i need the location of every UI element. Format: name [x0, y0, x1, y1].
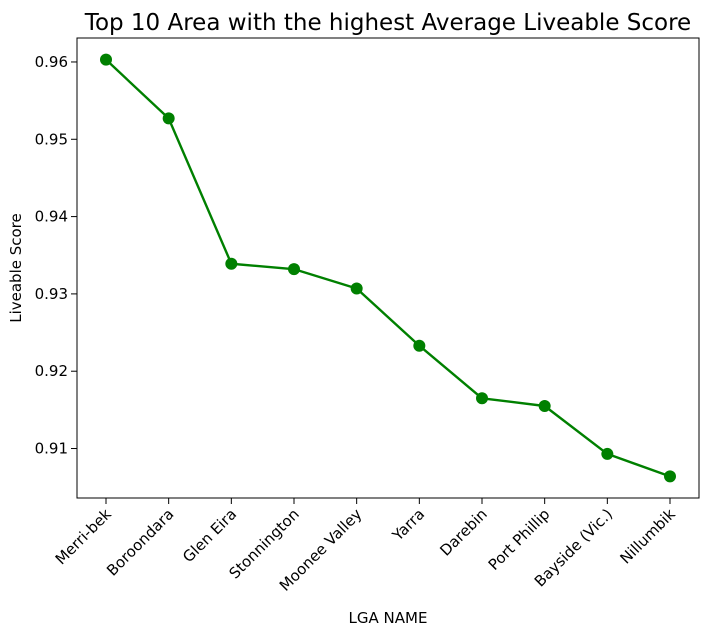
data-point: [538, 400, 551, 412]
data-point: [476, 392, 488, 405]
data-point: [664, 470, 676, 483]
data-point: [350, 282, 363, 295]
y-tick-label: 0.92: [35, 362, 68, 380]
data-point: [601, 447, 614, 460]
x-tick-label: Merri-bek: [52, 505, 115, 568]
x-tick-label: Nillumbik: [616, 505, 679, 568]
data-point: [100, 53, 112, 66]
y-axis: 0.91 0.92 0.93 0.94 0.95 0.96: [35, 53, 77, 458]
y-axis-label: Liveable Score: [7, 213, 25, 323]
data-point: [162, 112, 175, 125]
y-tick-label: 0.95: [35, 130, 68, 148]
y-tick-label: 0.94: [35, 208, 68, 226]
y-tick-label: 0.96: [35, 53, 68, 71]
x-tick-label: Glen Eira: [179, 505, 240, 566]
x-tick-label: Yarra: [388, 505, 428, 545]
data-point: [225, 257, 238, 270]
data-point: [413, 339, 426, 352]
plot-area: [76, 37, 700, 499]
y-tick-label: 0.93: [35, 285, 68, 303]
plot-frame: [76, 37, 700, 499]
y-tick-label: 0.91: [35, 440, 68, 458]
chart-title: Top 10 Area with the highest Average Liv…: [84, 10, 691, 36]
data-point: [288, 263, 300, 276]
x-tick-label: Boroondara: [103, 505, 177, 579]
x-tick-label: Darebin: [436, 505, 490, 559]
series-layer: [100, 53, 676, 483]
x-axis-label: LGA NAME: [349, 609, 428, 627]
x-tick-label: Port Phillip: [485, 505, 554, 574]
series-line: [105, 58, 671, 478]
